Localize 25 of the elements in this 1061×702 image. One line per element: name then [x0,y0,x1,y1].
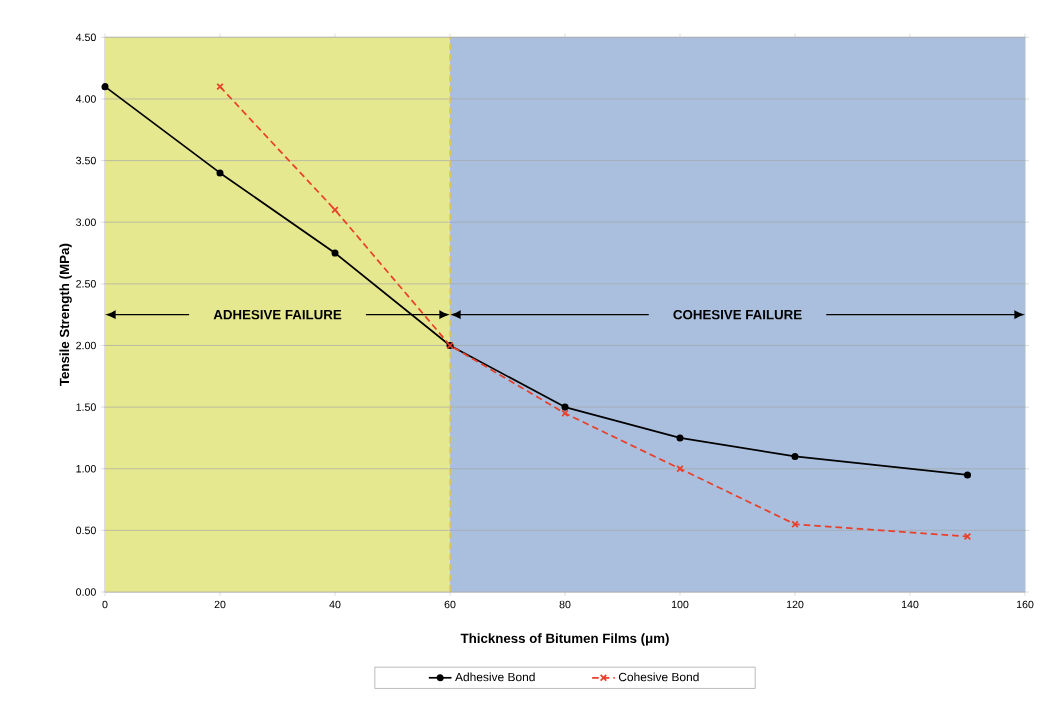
x-tick-label: 120 [786,600,804,609]
x-tick-label: 60 [444,600,456,609]
x-tick-label: 20 [214,600,226,609]
x-tick-label: 40 [329,600,341,609]
x-tick-label: 160 [1016,600,1034,609]
y-tick-label: 2.00 [76,341,96,350]
x-tick-label: 80 [559,600,571,609]
legend-label: Adhesive Bond [455,672,535,682]
y-tick-label: 0.00 [76,588,96,596]
x-tick-label: 140 [901,600,919,609]
band-label: COHESIVE FAILURE [673,309,802,320]
y-tick-label: 1.50 [76,403,96,411]
y-tick-label: 4.50 [75,33,96,42]
y-tick-label: 3.50 [76,156,96,165]
y-tick-label: 4.00 [75,95,96,103]
x-tick-label: 100 [671,600,689,609]
legend-label: Cohesive Bond [618,672,699,682]
y-axis-title: Tensile Strength (MPa) [59,243,72,386]
y-tick-label: 0.50 [76,526,96,535]
y-tick-label: 2.50 [76,280,96,288]
y-tick-label: 1.00 [76,464,96,473]
x-axis-title: Thickness of Bitumen Films (μm) [460,633,669,646]
x-tick-label: 0 [102,600,108,609]
band-label: ADHESIVE FAILURE [213,309,342,320]
y-tick-label: 3.00 [76,218,96,226]
